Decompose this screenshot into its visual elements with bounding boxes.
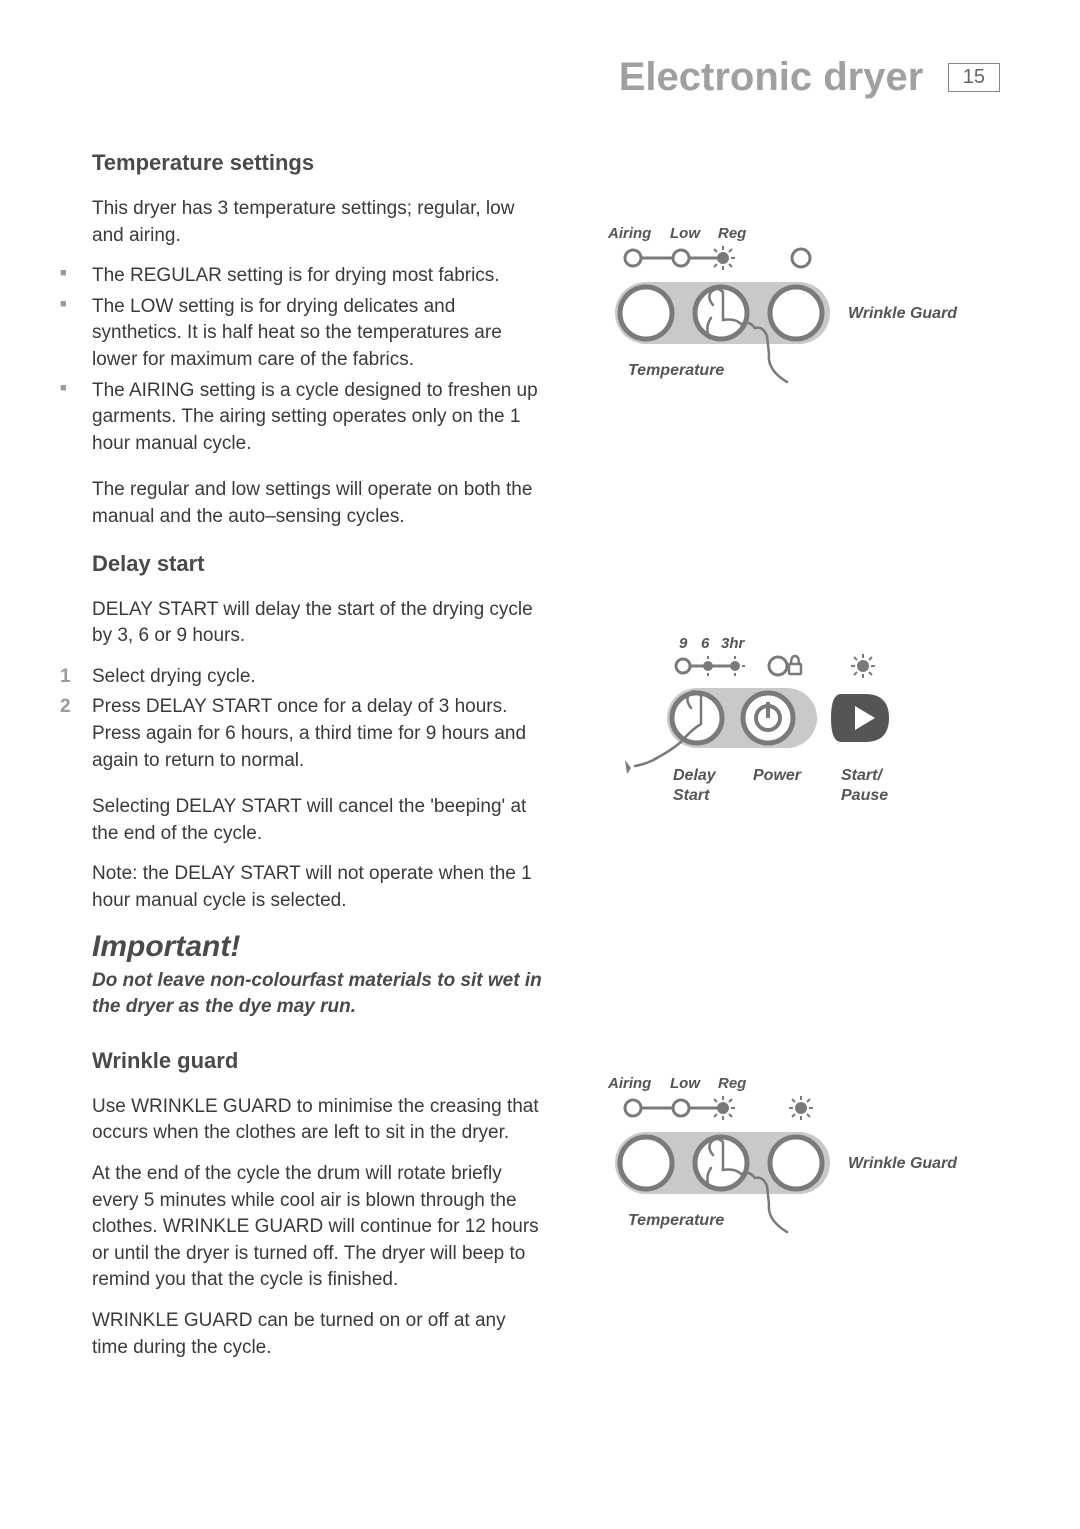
- diagram-column: Airing Low Reg: [563, 150, 1000, 1375]
- wrinkle-button[interactable]: [770, 287, 822, 339]
- temperature-button[interactable]: [620, 1137, 672, 1189]
- led-3-icon: [725, 656, 745, 676]
- heading-temperature: Temperature settings: [92, 150, 543, 176]
- delay-steps: 1 Select drying cycle. 2 Press DELAY START…: [60, 664, 543, 774]
- label-6: 6: [701, 635, 710, 652]
- delay-start-button[interactable]: [672, 693, 722, 743]
- start-pause-button[interactable]: [831, 694, 889, 742]
- led-9-icon: [676, 659, 690, 673]
- label-power: Power: [753, 767, 802, 784]
- led-wrinkle-icon: [789, 1096, 813, 1120]
- important-text: Do not leave non-colourfast materials to…: [92, 968, 543, 1019]
- label-delay: Delay: [673, 767, 717, 784]
- temperature-outro: The regular and low settings will operat…: [92, 477, 543, 530]
- step-number: 2: [60, 694, 71, 721]
- bullet-item: The AIRING setting is a cycle designed t…: [60, 378, 543, 458]
- step-item: 1 Select drying cycle.: [60, 664, 543, 691]
- label-3hr: 3hr: [721, 635, 746, 652]
- label-low: Low: [670, 225, 701, 242]
- label-temperature: Temperature: [628, 1212, 724, 1229]
- important-heading: Important!: [92, 930, 543, 964]
- lock-icon: [789, 656, 801, 674]
- delay-intro: DELAY START will delay the start of the …: [92, 597, 543, 650]
- step-text: Select drying cycle.: [92, 666, 256, 687]
- label-9: 9: [679, 635, 688, 652]
- wrinkle-p2: At the end of the cycle the drum will ro…: [92, 1161, 543, 1294]
- bullet-item: The REGULAR setting is for drying most f…: [60, 263, 543, 290]
- power-button[interactable]: [743, 693, 793, 743]
- led-wrinkle-icon: [792, 249, 810, 267]
- led-low-icon: [673, 1100, 689, 1116]
- label-wrinkle-guard: Wrinkle Guard: [848, 1155, 958, 1172]
- label-wrinkle-guard: Wrinkle Guard: [848, 305, 958, 322]
- wrinkle-button[interactable]: [770, 1137, 822, 1189]
- delay-note2: Note: the DELAY START will not operate w…: [92, 861, 543, 914]
- heading-wrinkle: Wrinkle guard: [92, 1048, 543, 1074]
- label-reg: Reg: [718, 1075, 746, 1092]
- wrinkle-diagram: Airing Low Reg: [563, 1070, 1000, 1270]
- text-column: Temperature settings This dryer has 3 te…: [60, 150, 543, 1375]
- page-header: Electronic dryer 15: [60, 55, 1000, 100]
- led-reg-icon: [711, 1096, 735, 1120]
- hand-pointer-icon: [625, 691, 701, 774]
- page-title: Electronic dryer: [619, 55, 924, 100]
- temperature-bullets: The REGULAR setting is for drying most f…: [60, 263, 543, 457]
- delay-note1: Selecting DELAY START will cancel the 'b…: [92, 794, 543, 847]
- label-temperature: Temperature: [628, 362, 724, 379]
- led-6-icon: [698, 656, 718, 676]
- wrinkle-p3: WRINKLE GUARD can be turned on or off at…: [92, 1308, 543, 1361]
- delay-diagram: 9 6 3hr: [563, 630, 1000, 840]
- wrinkle-p1: Use WRINKLE GUARD to minimise the creasi…: [92, 1094, 543, 1147]
- led-airing-icon: [625, 1100, 641, 1116]
- label-reg: Reg: [718, 225, 746, 242]
- led-power-off-icon: [769, 657, 787, 675]
- temperature-intro: This dryer has 3 temperature settings; r…: [92, 196, 543, 249]
- label-startpause: Start/: [841, 767, 883, 784]
- heading-delay: Delay start: [92, 551, 543, 577]
- step-text: Press DELAY START once for a delay of 3 …: [92, 696, 526, 770]
- label-airing: Airing: [607, 1075, 651, 1092]
- led-airing-icon: [625, 250, 641, 266]
- middle-button[interactable]: [695, 287, 747, 339]
- middle-button[interactable]: [695, 1137, 747, 1189]
- step-item: 2 Press DELAY START once for a delay of 3…: [60, 694, 543, 774]
- label-low: Low: [670, 1075, 701, 1092]
- temperature-diagram: Airing Low Reg: [563, 220, 1000, 420]
- label-pause: Pause: [841, 787, 888, 804]
- bullet-item: The LOW setting is for drying delicates …: [60, 294, 543, 374]
- led-reg-icon: [711, 246, 735, 270]
- step-number: 1: [60, 664, 71, 691]
- temperature-button[interactable]: [620, 287, 672, 339]
- page-number: 15: [948, 63, 1000, 92]
- led-start-icon: [851, 654, 875, 678]
- label-airing: Airing: [607, 225, 651, 242]
- led-low-icon: [673, 250, 689, 266]
- label-start: Start: [673, 787, 710, 804]
